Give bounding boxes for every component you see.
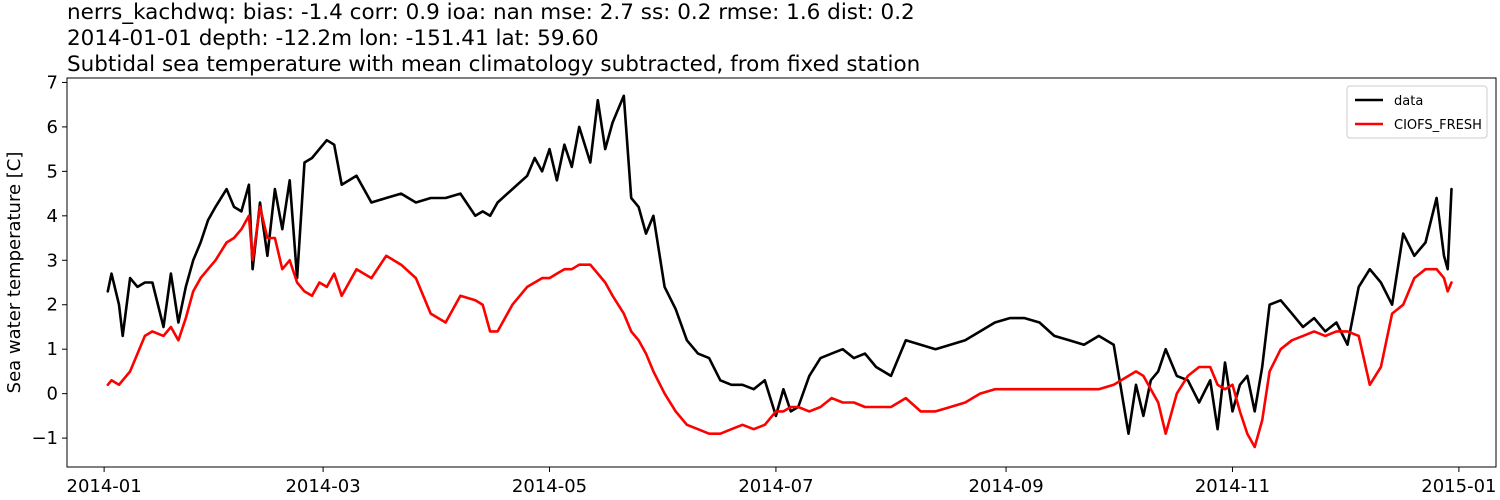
x-tick-label: 2015-01 xyxy=(1421,476,1496,497)
y-tick-label: 0 xyxy=(47,384,58,405)
x-axis-ticks: 2014-01 2014-03 2014-05 2014-07 2014-09 2014-… xyxy=(67,467,1496,497)
x-tick-label: 2014-01 xyxy=(67,476,142,497)
chart-title-block: nerrs_kachdwq: bias: -1.4 corr: 0.9 ioa:… xyxy=(67,0,920,78)
y-tick-label: 4 xyxy=(47,206,58,227)
legend-label: CIOFS_FRESH xyxy=(1394,118,1482,133)
y-axis-label: Sea water temperature [C] xyxy=(4,152,25,394)
y-axis-ticks: −1 0 1 2 3 4 5 6 7 xyxy=(31,72,67,449)
legend: data CIOFS_FRESH xyxy=(1346,85,1488,139)
series-layer xyxy=(106,94,1453,449)
x-tick-label: 2014-11 xyxy=(1195,476,1270,497)
y-tick-label: 3 xyxy=(47,250,58,271)
x-tick-label: 2014-05 xyxy=(512,476,587,497)
y-tick-label: −1 xyxy=(31,428,58,449)
y-tick-label: 5 xyxy=(47,161,58,182)
y-tick-label: 1 xyxy=(47,339,58,360)
x-tick-label: 2014-07 xyxy=(738,476,813,497)
chart-title-location: 2014-01-01 depth: -12.2m lon: -151.41 la… xyxy=(67,26,599,51)
chart-title-stats: nerrs_kachdwq: bias: -1.4 corr: 0.9 ioa:… xyxy=(67,0,915,25)
legend-label: data xyxy=(1394,94,1423,109)
y-tick-label: 2 xyxy=(47,295,58,316)
axes-layer xyxy=(66,77,1497,468)
x-tick-label: 2014-03 xyxy=(285,476,360,497)
chart-title-description: Subtidal sea temperature with mean clima… xyxy=(67,52,921,77)
y-tick-label: 6 xyxy=(47,117,58,138)
series-line-data xyxy=(106,94,1453,436)
series-line-ciofs-fresh xyxy=(106,205,1453,449)
plot-frame xyxy=(66,77,1497,468)
x-tick-label: 2014-09 xyxy=(968,476,1043,497)
y-tick-label: 7 xyxy=(47,72,58,93)
